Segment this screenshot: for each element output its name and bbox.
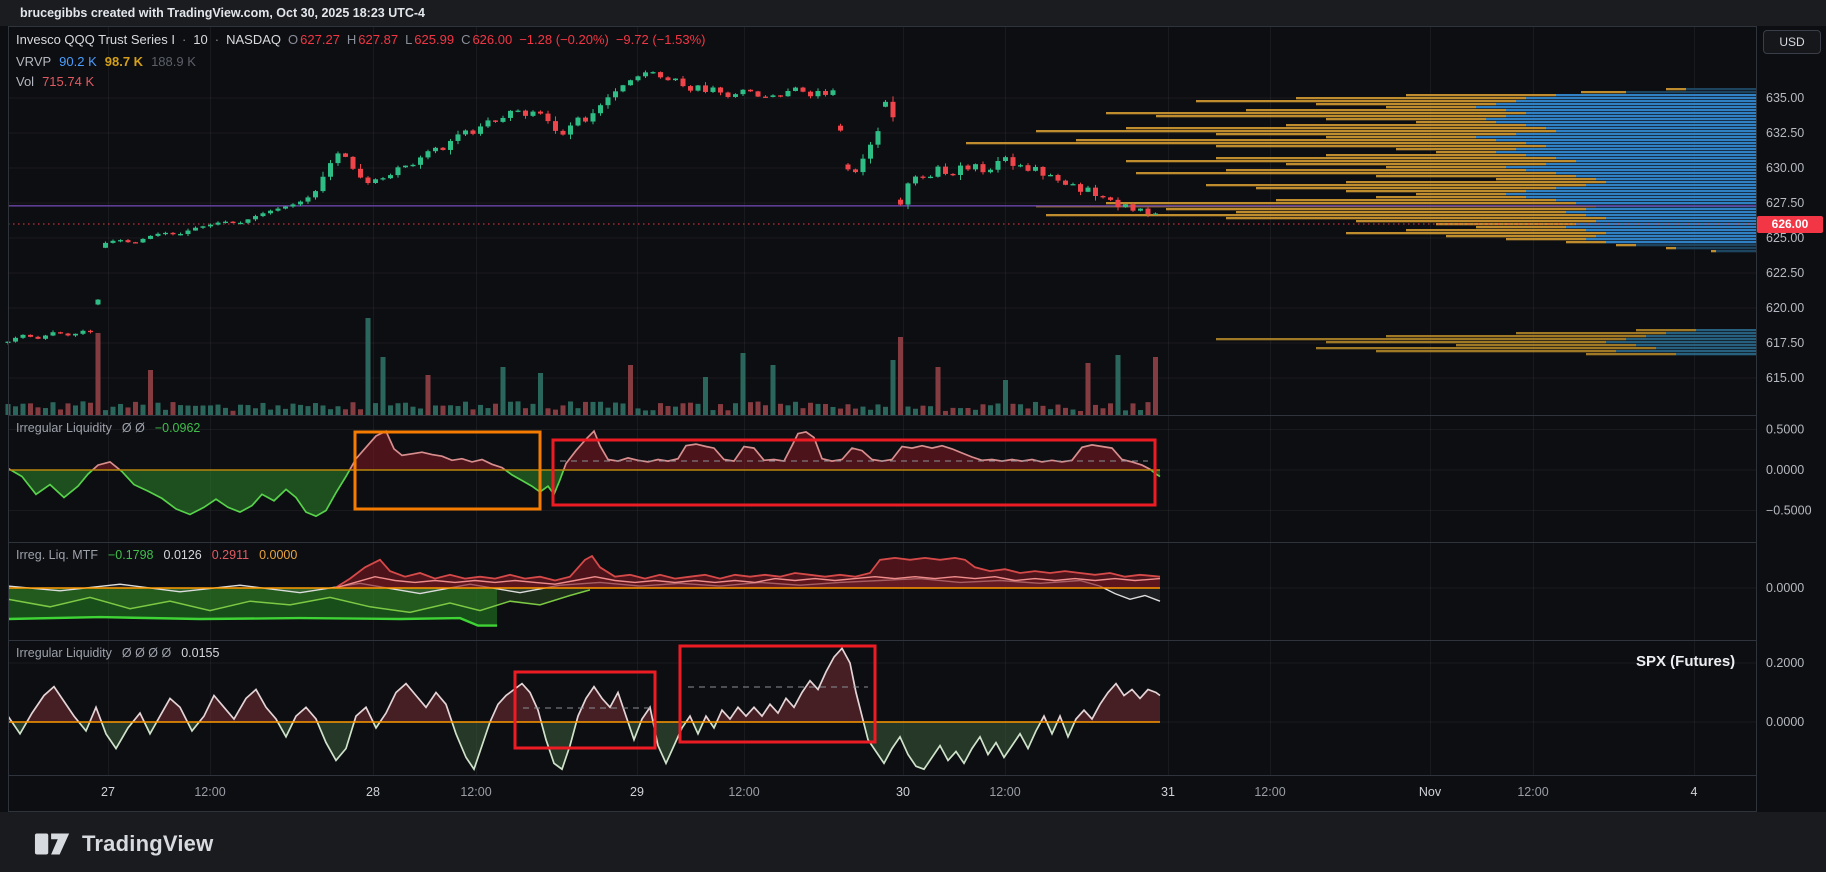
symbol-header[interactable]: Invesco QQQ Trust Series I · 10 · NASDAQ… bbox=[16, 32, 706, 47]
change: −1.28 (−0.20%) bbox=[519, 32, 609, 47]
vrvp-value-1: 90.2 K bbox=[59, 54, 97, 69]
svg-text:0.0000: 0.0000 bbox=[1766, 581, 1804, 595]
svg-text:635.00: 635.00 bbox=[1766, 91, 1804, 105]
irregular-liquidity-plot[interactable] bbox=[8, 429, 1161, 518]
tradingview-logo-text: TradingView bbox=[82, 831, 214, 856]
pane2-indicator-name[interactable]: Irregular Liquidity bbox=[16, 421, 112, 435]
time-tick: 28 bbox=[366, 785, 380, 799]
grid-lines bbox=[8, 26, 1756, 775]
svg-text:625.00: 625.00 bbox=[1766, 231, 1804, 245]
ohlc-close-label: C bbox=[461, 32, 471, 47]
time-tick: 12:00 bbox=[194, 785, 225, 799]
pane3-value-2: 0.0126 bbox=[163, 548, 202, 562]
credit-bar: brucegibbs created with TradingView.com,… bbox=[0, 0, 1826, 26]
vrvp-legend[interactable]: VRVP 90.2 K 98.7 K 188.9 K bbox=[16, 54, 196, 69]
ohlc-high-label: H bbox=[346, 32, 357, 47]
volume-legend[interactable]: Vol 715.74 K bbox=[16, 74, 94, 89]
svg-text:0.2000: 0.2000 bbox=[1766, 656, 1804, 670]
ohlc-open-label: O bbox=[288, 32, 299, 47]
time-tick: 12:00 bbox=[460, 785, 491, 799]
irregular-liquidity-spx-plot[interactable] bbox=[8, 646, 1161, 772]
pane2-title[interactable]: Irregular Liquidity Ø Ø −0.0962 bbox=[16, 421, 200, 435]
vol-label[interactable]: Vol bbox=[16, 74, 35, 89]
time-tick: 12:00 bbox=[1517, 785, 1548, 799]
volume-histogram bbox=[5, 318, 1158, 415]
svg-text:622.50: 622.50 bbox=[1766, 266, 1804, 280]
pane3-title[interactable]: Irreg. Liq. MTF −0.1798 0.0126 0.2911 0.… bbox=[16, 548, 297, 562]
svg-text:0.5000: 0.5000 bbox=[1766, 423, 1804, 437]
tradingview-logo[interactable]: TradingView bbox=[34, 826, 213, 862]
time-tick: 12:00 bbox=[1254, 785, 1285, 799]
pane4-args: Ø Ø Ø Ø bbox=[121, 646, 172, 660]
time-tick: 30 bbox=[896, 785, 910, 799]
time-tick: 4 bbox=[1691, 785, 1698, 799]
time-tick: Nov bbox=[1419, 785, 1442, 799]
ohlc-low-label: L bbox=[405, 32, 413, 47]
candlestick-series[interactable] bbox=[5, 70, 1159, 345]
svg-text:620.00: 620.00 bbox=[1766, 301, 1804, 315]
exchange: NASDAQ bbox=[226, 32, 282, 47]
mtf-slow-red bbox=[335, 556, 1160, 588]
vol-value: 715.74 K bbox=[42, 74, 95, 89]
ohlc-high: 627.87 bbox=[358, 32, 399, 47]
svg-text:627.50: 627.50 bbox=[1766, 196, 1804, 210]
orange-box[interactable] bbox=[353, 430, 542, 511]
ohlc-low: 625.99 bbox=[414, 32, 455, 47]
pane4-title[interactable]: Irregular Liquidity Ø Ø Ø Ø 0.0155 bbox=[16, 646, 219, 660]
time-axis[interactable]: 27 12:00 28 12:00 29 12:00 30 12:00 31 12:00 Nov 12… bbox=[101, 785, 1697, 799]
pane3-value-4: 0.0000 bbox=[259, 548, 298, 562]
vrvp-value-3: 188.9 K bbox=[151, 54, 196, 69]
credit-text: brucegibbs created with TradingView.com,… bbox=[20, 6, 425, 20]
red-box-spx-1[interactable] bbox=[513, 670, 657, 750]
last-price-badge: 626.00 bbox=[1757, 216, 1823, 233]
ohlc-open: 627.27 bbox=[300, 32, 340, 47]
symbol-name[interactable]: Invesco QQQ Trust Series I bbox=[16, 32, 175, 47]
price-axis[interactable]: 635.00 632.50 630.00 627.50 625.00 622.50 620.… bbox=[1766, 91, 1812, 729]
currency-button[interactable]: USD bbox=[1763, 30, 1821, 54]
pane3-indicator-name[interactable]: Irreg. Liq. MTF bbox=[16, 548, 98, 562]
svg-text:0.0000: 0.0000 bbox=[1766, 463, 1804, 477]
tradingview-logo-icon bbox=[34, 833, 70, 855]
svg-text:630.00: 630.00 bbox=[1766, 161, 1804, 175]
interval[interactable]: 10 bbox=[193, 32, 208, 47]
svg-text:617.50: 617.50 bbox=[1766, 336, 1804, 350]
red-box-spx-2[interactable] bbox=[678, 644, 877, 744]
vrvp-label[interactable]: VRVP bbox=[16, 54, 52, 69]
pane4-indicator-name[interactable]: Irregular Liquidity bbox=[16, 646, 112, 660]
pane2-value: −0.0962 bbox=[154, 421, 201, 435]
time-tick: 27 bbox=[101, 785, 115, 799]
ohlc-close: 626.00 bbox=[472, 32, 513, 47]
vrvp-value-2: 98.7 K bbox=[104, 54, 144, 69]
svg-text:632.50: 632.50 bbox=[1766, 126, 1804, 140]
pane3-value-3: 0.2911 bbox=[211, 548, 250, 562]
time-tick: 31 bbox=[1161, 785, 1175, 799]
change-extended: −9.72 (−1.53%) bbox=[615, 32, 706, 47]
irreg-liq-mtf-plot[interactable] bbox=[7, 554, 1161, 627]
svg-text:−0.5000: −0.5000 bbox=[1766, 504, 1812, 518]
footer-bar bbox=[0, 812, 1826, 872]
mtf-mid-green bbox=[8, 588, 590, 613]
time-tick: 12:00 bbox=[728, 785, 759, 799]
svg-text:0.0000: 0.0000 bbox=[1766, 715, 1804, 729]
pane3-value-1: −0.1798 bbox=[107, 548, 154, 562]
mtf-slow-green bbox=[8, 588, 497, 626]
pane-separators bbox=[8, 26, 1757, 812]
red-box-liquidity[interactable] bbox=[551, 438, 1157, 507]
drawing-annotations[interactable] bbox=[353, 430, 1157, 750]
time-tick: 12:00 bbox=[989, 785, 1020, 799]
time-tick: 29 bbox=[630, 785, 644, 799]
pane4-value: 0.0155 bbox=[181, 646, 220, 660]
pane2-args: Ø Ø bbox=[121, 421, 145, 435]
volume-profile-indicator[interactable] bbox=[966, 88, 1756, 356]
spx-futures-label[interactable]: SPX (Futures) bbox=[1636, 653, 1736, 670]
svg-text:615.00: 615.00 bbox=[1766, 371, 1804, 385]
